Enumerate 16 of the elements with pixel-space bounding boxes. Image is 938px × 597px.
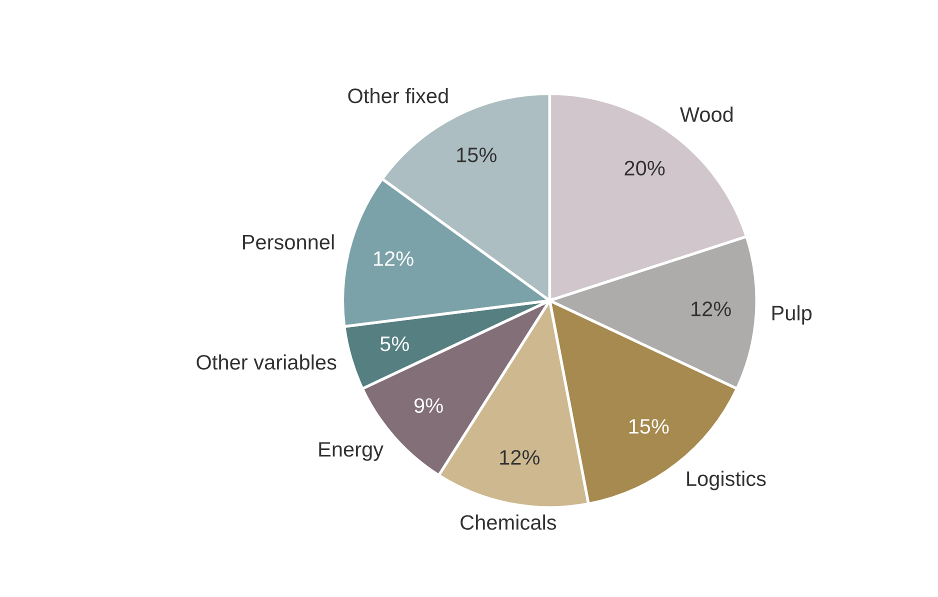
- data-label: 12%: [374, 251, 414, 266]
- slice-label: Personnel: [243, 234, 334, 250]
- data-label: 12%: [692, 302, 731, 316]
- data-label: 20%: [624, 160, 665, 176]
- data-label: 15%: [457, 148, 496, 162]
- data-label: 15%: [629, 419, 669, 434]
- slice-label: Other variables: [196, 354, 336, 370]
- slice-label: Energy: [319, 442, 384, 461]
- slice-label: Logistics: [687, 470, 766, 490]
- slice-label: Pulp: [772, 305, 812, 325]
- slice-label: Wood: [680, 106, 733, 122]
- slice-label: Other fixed: [348, 88, 448, 104]
- data-label: 9%: [414, 398, 443, 413]
- slice-label: Chemicals: [460, 514, 556, 530]
- data-label: 5%: [380, 336, 409, 352]
- data-label: 12%: [500, 450, 540, 465]
